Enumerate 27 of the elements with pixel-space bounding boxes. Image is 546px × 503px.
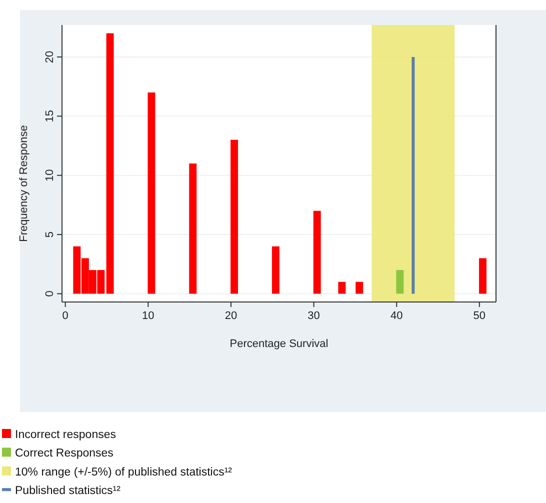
legend-label: Correct Responses	[15, 448, 114, 460]
bar	[230, 140, 238, 294]
x-axis-title: Percentage Survival	[230, 338, 328, 350]
bar	[148, 92, 156, 294]
y-tick-label: 15	[44, 110, 56, 122]
bar	[356, 282, 364, 294]
bar	[313, 210, 321, 294]
legend-label: 10% range (+/-5%) of published statistics¹²	[15, 466, 232, 478]
y-tick-label: 20	[44, 50, 56, 64]
y-axis-title: Frequency of Response	[18, 125, 30, 242]
x-tick-label: 40	[390, 310, 403, 322]
legend-label: Incorrect responses	[15, 429, 116, 441]
y-tick-label: 5	[44, 231, 56, 238]
x-tick-label: 30	[308, 310, 320, 322]
bar	[106, 33, 114, 294]
y-tick-label: 10	[44, 169, 56, 182]
x-tick-label: 20	[224, 310, 238, 322]
legend-label: Published statistics¹²	[15, 485, 121, 498]
x-tick-label: 10	[142, 310, 154, 322]
y-tick-label: 0	[44, 290, 56, 297]
x-tick-label: 0	[62, 310, 68, 322]
bar	[479, 258, 486, 294]
bar	[396, 270, 404, 294]
x-tick-label: 50	[473, 310, 486, 322]
bar	[272, 246, 280, 294]
bar	[338, 282, 346, 294]
bar	[189, 164, 197, 294]
